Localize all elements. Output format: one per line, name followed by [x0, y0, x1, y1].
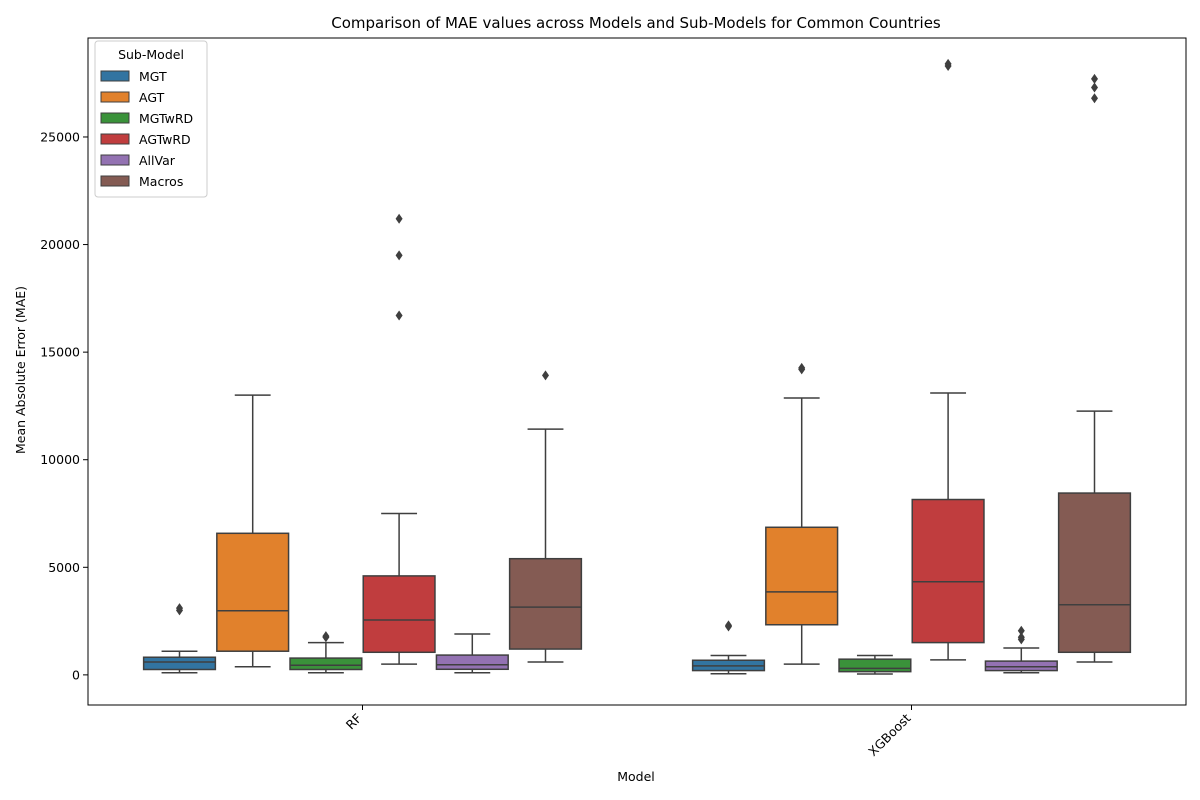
x-tick-label: XGBoost	[865, 710, 914, 759]
iqr-box	[435, 654, 509, 671]
outlier-point	[944, 58, 952, 69]
legend-title: Sub-Model	[118, 47, 184, 62]
y-axis: 0 5000 10000 15000 20000 25000	[40, 129, 88, 682]
box-MGTwRD-RF	[289, 631, 363, 674]
outlier-point	[176, 603, 183, 614]
box-MGTwRD-XGBoost	[838, 654, 912, 675]
chart-title: Comparison of MAE values across Models a…	[331, 14, 941, 32]
legend-label: AGTwRD	[139, 132, 191, 147]
outlier-point	[395, 213, 403, 224]
legend-swatch	[100, 175, 130, 187]
outlier-point	[1091, 73, 1098, 84]
legend-swatch	[100, 91, 130, 103]
box-MGT-XGBoost	[691, 620, 766, 675]
legend-label: MGT	[139, 69, 167, 84]
y-axis-label: Mean Absolute Error (MAE)	[13, 286, 28, 454]
iqr-box	[1057, 492, 1132, 654]
x-axis-label: Model	[617, 769, 655, 784]
outlier-point	[322, 631, 330, 642]
x-axis: RF XGBoost	[343, 705, 914, 759]
box-AGTwRD-RF	[362, 213, 436, 665]
legend-label: MGTwRD	[139, 111, 193, 126]
outlier-point	[1091, 82, 1098, 93]
iqr-box	[142, 656, 217, 671]
outlier-point	[542, 370, 549, 381]
outlier-point	[725, 620, 732, 631]
box-AGT-RF	[216, 394, 290, 668]
legend: Sub-Model MGT AGT MGTwRD AGTwRD AllVar Macros	[94, 40, 208, 198]
y-tick-label: 15000	[40, 345, 80, 360]
iqr-box	[508, 557, 583, 650]
outlier-point	[1017, 632, 1025, 643]
iqr-box	[911, 498, 985, 644]
legend-label: AllVar	[139, 153, 176, 168]
box-AGTwRD-XGBoost	[911, 58, 985, 661]
iqr-box	[362, 575, 436, 654]
y-tick-label: 25000	[40, 129, 80, 144]
box-AllVar-RF	[435, 633, 509, 674]
legend-item-Macros: Macros	[100, 174, 183, 189]
iqr-box	[765, 526, 839, 626]
box-AllVar-XGBoost	[984, 625, 1058, 674]
box-Macros-XGBoost	[1057, 73, 1132, 663]
iqr-box	[984, 660, 1058, 672]
y-tick-label: 0	[72, 667, 80, 682]
legend-item-AGT: AGT	[100, 90, 165, 105]
outlier-point	[1091, 93, 1098, 104]
y-tick-label: 10000	[40, 452, 80, 467]
legend-swatch	[100, 133, 130, 145]
outlier-point	[395, 310, 403, 321]
axes-frame	[87, 37, 1187, 706]
y-tick-label: 20000	[40, 237, 80, 252]
legend-item-AllVar: AllVar	[100, 153, 176, 168]
legend-item-AGTwRD: AGTwRD	[100, 132, 191, 147]
outlier-point	[1017, 625, 1025, 636]
legend-swatch	[100, 112, 130, 124]
box-AGT-XGBoost	[765, 362, 839, 665]
legend-item-MGTwRD: MGTwRD	[100, 111, 193, 126]
legend-label: Macros	[139, 174, 183, 189]
legend-item-MGT: MGT	[100, 69, 167, 84]
legend-swatch	[100, 70, 130, 82]
iqr-box	[289, 657, 363, 671]
box-Macros-RF	[508, 370, 583, 663]
iqr-box	[838, 658, 912, 673]
legend-swatch	[100, 154, 130, 166]
outlier-point	[395, 250, 403, 261]
box-MGT-RF	[142, 603, 217, 674]
plot-area	[87, 37, 1187, 706]
x-tick-label: RF	[343, 711, 365, 733]
legend-label: AGT	[139, 90, 165, 105]
iqr-box	[216, 532, 290, 652]
outlier-point	[798, 362, 806, 373]
y-tick-label: 5000	[48, 560, 80, 575]
